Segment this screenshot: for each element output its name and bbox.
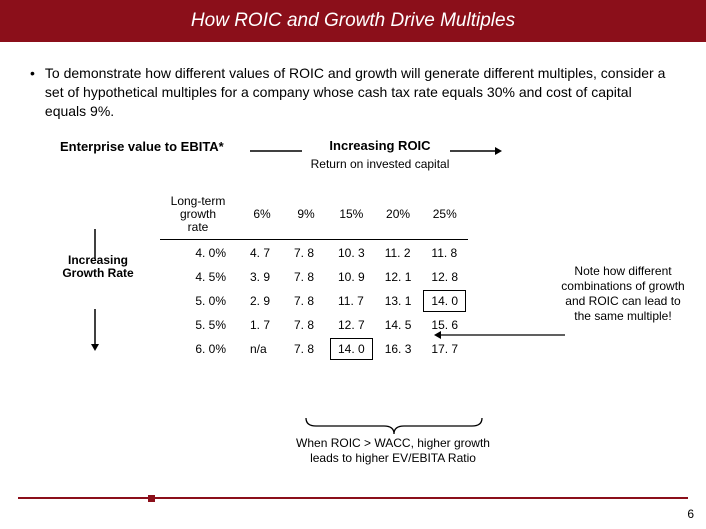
- bullet-text: To demonstrate how different values of R…: [45, 64, 676, 121]
- col-header: 15%: [328, 190, 375, 240]
- col-header: 6%: [240, 190, 284, 240]
- table-cell: 7. 8: [284, 337, 328, 361]
- row-growth-label: 4. 5%: [160, 265, 240, 289]
- table-cell: 2. 9: [240, 289, 284, 313]
- table-cell: 7. 8: [284, 289, 328, 313]
- table-region: Enterprise value to EBITA* Increasing RO…: [60, 139, 520, 362]
- bullet-block: • To demonstrate how different values of…: [0, 42, 706, 131]
- footer-rule: [18, 497, 688, 499]
- row-growth-label: 4. 0%: [160, 240, 240, 266]
- table-cell: 16. 3: [375, 337, 422, 361]
- table-cell: 14. 0: [421, 289, 468, 313]
- col-header: 20%: [375, 190, 422, 240]
- side-note: Note how different combinations of growt…: [560, 264, 686, 324]
- roic-heading: Increasing ROIC: [310, 139, 450, 152]
- table-cell: 11. 2: [375, 240, 422, 266]
- page-number: 6: [687, 507, 694, 521]
- table-row: 4. 0%4. 77. 810. 311. 211. 8: [160, 240, 468, 266]
- table-cell: 13. 1: [375, 289, 422, 313]
- row-growth-label: 5. 0%: [160, 289, 240, 313]
- table-cell: 11. 8: [421, 240, 468, 266]
- table-cell: n/a: [240, 337, 284, 361]
- brace-icon: [304, 418, 484, 436]
- table-cell: 7. 8: [284, 265, 328, 289]
- page-title: How ROIC and Growth Drive Multiples: [191, 10, 515, 32]
- table-row: 5. 0%2. 97. 811. 713. 114. 0: [160, 289, 468, 313]
- table-cell: 11. 7: [328, 289, 375, 313]
- roic-subheading: Return on invested capital: [270, 157, 490, 171]
- table-cell: 4. 7: [240, 240, 284, 266]
- row-growth-label: 5. 5%: [160, 313, 240, 337]
- table-cell: 3. 9: [240, 265, 284, 289]
- table-cell: 1. 7: [240, 313, 284, 337]
- table-cell: 17. 7: [421, 337, 468, 361]
- col-header: 9%: [284, 190, 328, 240]
- table-cell: 14. 0: [328, 337, 375, 361]
- table-row: 6. 0%n/a7. 814. 016. 317. 7: [160, 337, 468, 361]
- multiples-table: Long-term growth rate 6% 9% 15% 20% 25% …: [160, 190, 468, 362]
- col-header: 25%: [421, 190, 468, 240]
- table-cell: 12. 8: [421, 265, 468, 289]
- note-arrow-icon: [435, 334, 565, 336]
- bullet-mark: •: [30, 64, 35, 121]
- table-cell: 10. 9: [328, 265, 375, 289]
- row-growth-label: 6. 0%: [160, 337, 240, 361]
- table-row: 5. 5%1. 77. 812. 714. 515. 6: [160, 313, 468, 337]
- growth-arrow-icon: [90, 229, 100, 349]
- table-cell: 14. 5: [375, 313, 422, 337]
- table-row: 4. 5%3. 97. 810. 912. 112. 8: [160, 265, 468, 289]
- table-cell: 12. 1: [375, 265, 422, 289]
- table-cell: 10. 3: [328, 240, 375, 266]
- brace-caption: When ROIC > WACC, higher growth leads to…: [283, 436, 503, 466]
- row-header-label: Long-term growth rate: [160, 190, 240, 240]
- table-cell: 12. 7: [328, 313, 375, 337]
- title-bar: How ROIC and Growth Drive Multiples: [0, 0, 706, 42]
- table-cell: 7. 8: [284, 240, 328, 266]
- table-cell: 7. 8: [284, 313, 328, 337]
